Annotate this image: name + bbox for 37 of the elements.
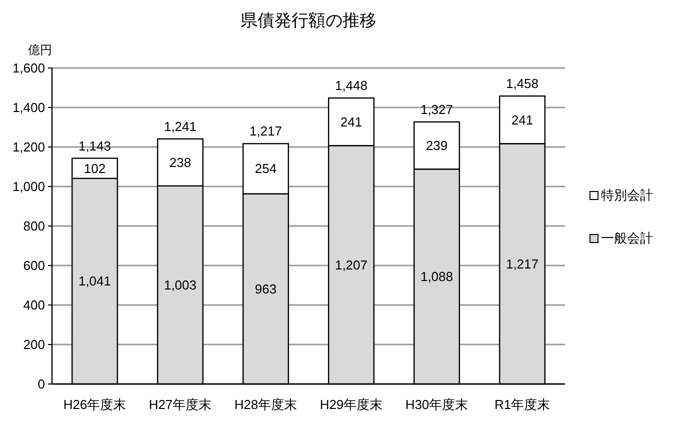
x-tick-label: H28年度末 — [234, 397, 298, 412]
total-label: 1,241 — [164, 118, 197, 134]
y-tick-label: 1,400 — [12, 100, 45, 115]
legend-label: 特別会計 — [601, 188, 653, 202]
x-tick-label: R1年度末 — [494, 397, 550, 412]
data-label: 1,003 — [164, 277, 197, 292]
y-tick-label: 1,600 — [12, 60, 45, 76]
y-tick-label: 400 — [23, 298, 45, 312]
data-label: 239 — [426, 138, 448, 154]
y-tick-label: 600 — [23, 258, 45, 273]
y-tick-label: 800 — [23, 218, 45, 234]
y-tick-label: 0 — [38, 376, 45, 392]
legend-label: 一般会計 — [601, 230, 653, 246]
x-tick-label: H27年度末 — [148, 397, 212, 412]
data-label: 254 — [254, 161, 277, 176]
data-label: 241 — [340, 114, 362, 130]
total-label: 1,327 — [420, 102, 454, 117]
y-tick-label: 1,000 — [12, 179, 45, 194]
total-label: 1,448 — [334, 78, 368, 94]
ylabel: 億円 — [28, 43, 52, 57]
total-label: 1,458 — [506, 76, 539, 92]
data-label: 1,041 — [78, 274, 112, 289]
total-label: 1,143 — [78, 138, 112, 154]
data-label: 963 — [254, 281, 277, 296]
x-tick-label: H26年度末 — [63, 397, 126, 412]
y-tick-label: 200 — [23, 337, 45, 352]
data-label: 241 — [511, 112, 534, 128]
x-tick-label: H29年度末 — [320, 397, 383, 412]
data-label: 1,088 — [420, 269, 454, 284]
data-label: 238 — [169, 154, 192, 170]
y-tick-label: 1,200 — [12, 140, 45, 154]
title: 県債発行額の推移 — [240, 11, 376, 30]
data-label: 1,217 — [506, 256, 539, 272]
data-label: 1,207 — [334, 257, 368, 272]
x-tick-label: H30年度末 — [405, 397, 468, 412]
total-label: 1,217 — [249, 124, 282, 139]
data-label: 102 — [84, 160, 106, 176]
